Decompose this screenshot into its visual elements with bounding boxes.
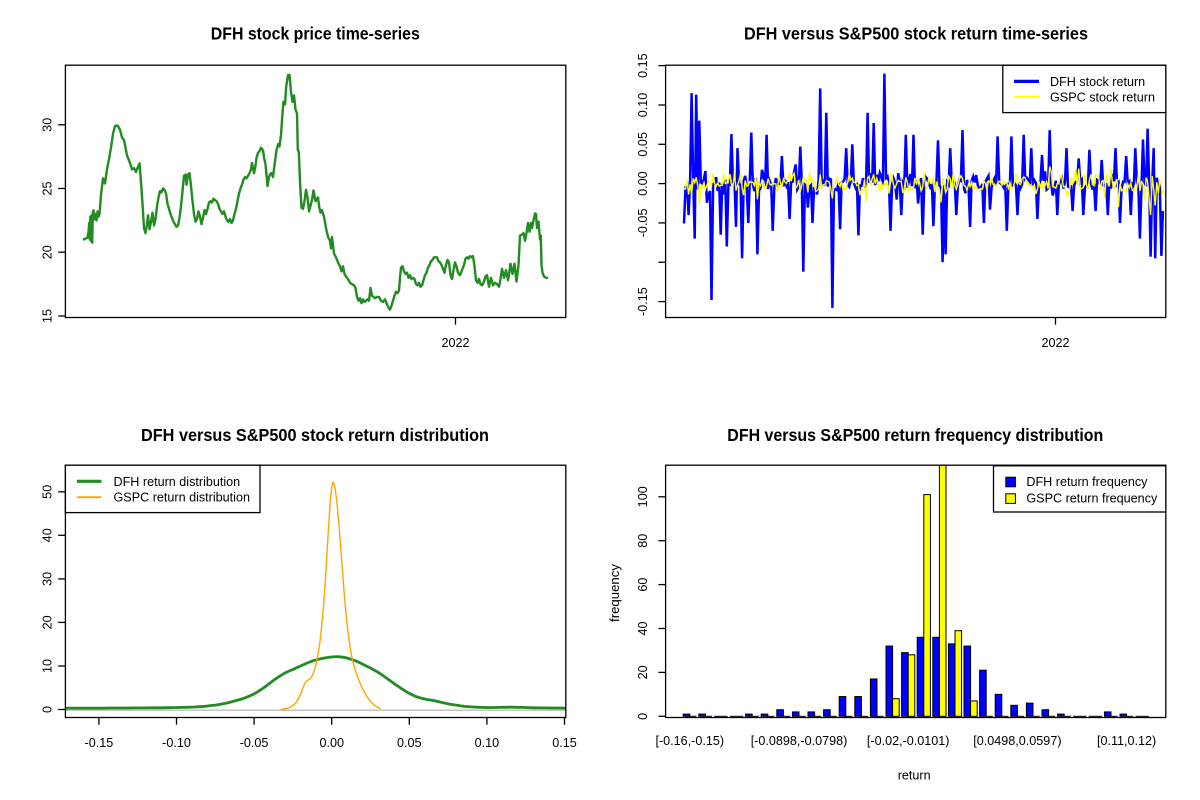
svg-text:0: 0 <box>636 713 650 720</box>
svg-text:80: 80 <box>636 534 650 548</box>
svg-text:frequency: frequency <box>607 564 622 622</box>
svg-text:-0.10: -0.10 <box>162 736 191 750</box>
svg-text:return: return <box>898 769 931 783</box>
svg-text:100: 100 <box>636 486 650 507</box>
svg-text:0.00: 0.00 <box>636 171 650 196</box>
svg-text:[0.11,0.12): [0.11,0.12) <box>1097 734 1156 748</box>
svg-text:0.15: 0.15 <box>636 53 650 78</box>
svg-text:20: 20 <box>636 665 650 679</box>
svg-text:0.05: 0.05 <box>397 736 422 750</box>
svg-text:GSPC return frequency: GSPC return frequency <box>1026 492 1158 506</box>
svg-text:0: 0 <box>41 706 55 713</box>
svg-text:DFH stock return: DFH stock return <box>1050 75 1145 89</box>
svg-text:DFH versus S&P500 stock return: DFH versus S&P500 stock return time-seri… <box>744 24 1088 44</box>
svg-text:2022: 2022 <box>1041 336 1069 350</box>
svg-text:-0.05: -0.05 <box>240 736 269 750</box>
svg-text:-0.05: -0.05 <box>636 209 650 238</box>
svg-text:2022: 2022 <box>441 336 469 350</box>
svg-text:DFH stock price time-series: DFH stock price time-series <box>211 24 420 44</box>
svg-text:0.10: 0.10 <box>475 736 500 750</box>
svg-text:DFH return frequency: DFH return frequency <box>1026 475 1148 489</box>
svg-text:DFH return distribution: DFH return distribution <box>114 475 241 489</box>
svg-text:0.00: 0.00 <box>319 736 344 750</box>
svg-text:40: 40 <box>41 528 55 542</box>
svg-text:-0.15: -0.15 <box>636 287 650 316</box>
svg-text:[-0.0898,-0.0798): [-0.0898,-0.0798) <box>751 734 848 748</box>
svg-text:50: 50 <box>41 485 55 499</box>
svg-text:20: 20 <box>41 245 55 259</box>
svg-text:0.15: 0.15 <box>552 736 577 750</box>
svg-text:20: 20 <box>41 615 55 629</box>
svg-text:[-0.02,-0.0101): [-0.02,-0.0101) <box>867 734 950 748</box>
svg-text:40: 40 <box>636 621 650 635</box>
svg-text:60: 60 <box>636 578 650 592</box>
svg-text:30: 30 <box>41 118 55 132</box>
svg-text:DFH versus S&P500 return frequ: DFH versus S&P500 return frequency distr… <box>727 425 1103 445</box>
svg-text:GSPC return distribution: GSPC return distribution <box>114 491 251 505</box>
svg-text:0.10: 0.10 <box>636 93 650 118</box>
svg-text:15: 15 <box>41 309 55 323</box>
svg-text:10: 10 <box>41 659 55 673</box>
svg-text:[0.0498,0.0597): [0.0498,0.0597) <box>973 734 1061 748</box>
svg-text:0.05: 0.05 <box>636 132 650 157</box>
svg-text:30: 30 <box>41 572 55 586</box>
svg-text:DFH versus S&P500 stock return: DFH versus S&P500 stock return distribut… <box>141 425 489 445</box>
svg-text:GSPC stock return: GSPC stock return <box>1050 90 1155 104</box>
svg-text:[-0.16,-0.15): [-0.16,-0.15) <box>655 734 724 748</box>
svg-text:25: 25 <box>41 181 55 195</box>
svg-text:-0.15: -0.15 <box>85 736 114 750</box>
